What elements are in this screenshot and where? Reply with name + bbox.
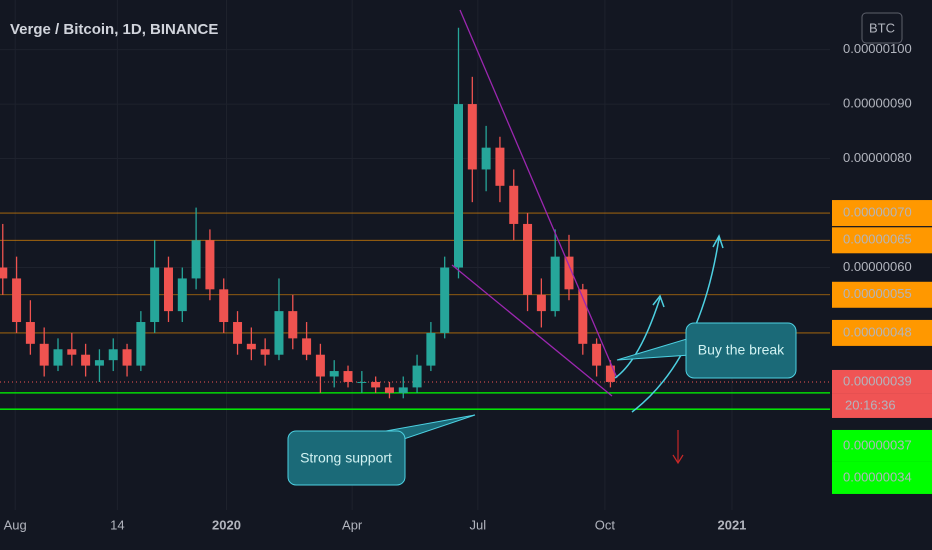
last-price-label: 0.00000039 (843, 373, 912, 388)
candle-body (509, 185, 519, 224)
level-badge (832, 227, 932, 254)
x-tick-label: Jul (470, 517, 487, 532)
candle-body (53, 349, 63, 366)
countdown-badge (832, 393, 932, 418)
candle-body (315, 354, 325, 377)
y-tick-label: 0.00000090 (843, 96, 912, 111)
level-label: 0.00000065 (843, 232, 912, 247)
candle-body (122, 349, 132, 366)
y-tick-label: 0.00000100 (843, 41, 912, 56)
level-label: 0.00000037 (843, 437, 912, 452)
candle-body (523, 223, 533, 295)
candle-body (233, 322, 243, 344)
candle-body (288, 311, 298, 339)
level-label: 0.00000070 (843, 204, 912, 219)
candle-body (564, 256, 574, 290)
candle-body (412, 365, 422, 388)
candle-body (67, 349, 77, 355)
candle-body (440, 267, 450, 333)
candle-body (0, 267, 8, 279)
level-badge (832, 281, 932, 308)
candle-body (550, 256, 560, 312)
level-label: 0.00000055 (843, 286, 912, 301)
candle-body (274, 311, 284, 355)
x-tick-label: 14 (110, 517, 124, 532)
candle-body (163, 267, 173, 312)
candle-body (592, 343, 602, 366)
candle-body (384, 387, 394, 393)
x-tick-label: Aug (4, 517, 27, 532)
wedge-lower (451, 264, 613, 397)
candle-body (150, 267, 160, 323)
candle-body (302, 338, 312, 355)
arrow-curve (614, 297, 661, 379)
candle-body (578, 289, 588, 344)
candle-body (108, 349, 118, 361)
candle-body (371, 381, 381, 388)
callout-text: Strong support (300, 450, 392, 466)
down-arrow-head (672, 454, 684, 465)
level-label: 0.00000034 (843, 469, 912, 484)
level-badge (832, 200, 932, 227)
candle-body (454, 104, 464, 268)
candle-body (481, 147, 491, 170)
arrow-head (652, 294, 665, 308)
candle-body (495, 147, 505, 186)
y-tick-label: 0.00000060 (843, 259, 912, 274)
callout-box (685, 322, 797, 379)
level-badge (832, 461, 932, 494)
level-badge (832, 429, 932, 462)
candle-body (81, 354, 91, 366)
candle-body (467, 104, 477, 170)
currency-button[interactable] (861, 12, 903, 44)
candle-body (94, 360, 104, 366)
candle-body (25, 322, 35, 344)
candle-body (343, 371, 353, 382)
currency-button-label[interactable]: BTC (869, 20, 895, 35)
candle-body (12, 278, 22, 323)
last-price-badge (832, 369, 932, 394)
x-tick-label: Apr (342, 517, 363, 532)
y-tick-label: 0.00000080 (843, 150, 912, 165)
candle-body (605, 365, 615, 382)
candle-body (398, 387, 408, 393)
callout-text: Buy the break (698, 342, 785, 358)
candle-body (136, 322, 146, 366)
candle-body (329, 371, 339, 377)
candle-body (191, 240, 201, 279)
x-tick-label: 2021 (717, 517, 746, 532)
candle-body (260, 349, 270, 355)
level-badge (832, 319, 932, 346)
candle-body (357, 381, 367, 383)
arrow-head (712, 234, 724, 249)
candle-body (205, 240, 215, 290)
candle-body (177, 278, 187, 312)
chart-title: Verge / Bitcoin, 1D, BINANCE (10, 21, 218, 38)
level-label: 0.00000048 (843, 324, 912, 339)
candle-body (426, 332, 436, 366)
countdown-label: 20:16:36 (845, 397, 896, 412)
x-tick-label: Oct (595, 517, 616, 532)
wedge-upper (459, 9, 618, 379)
candle-body (536, 294, 546, 312)
candle-body (219, 289, 229, 323)
candle-body (39, 343, 49, 366)
callout-box (287, 430, 406, 486)
x-tick-label: 2020 (212, 517, 241, 532)
candle-body (246, 343, 256, 350)
